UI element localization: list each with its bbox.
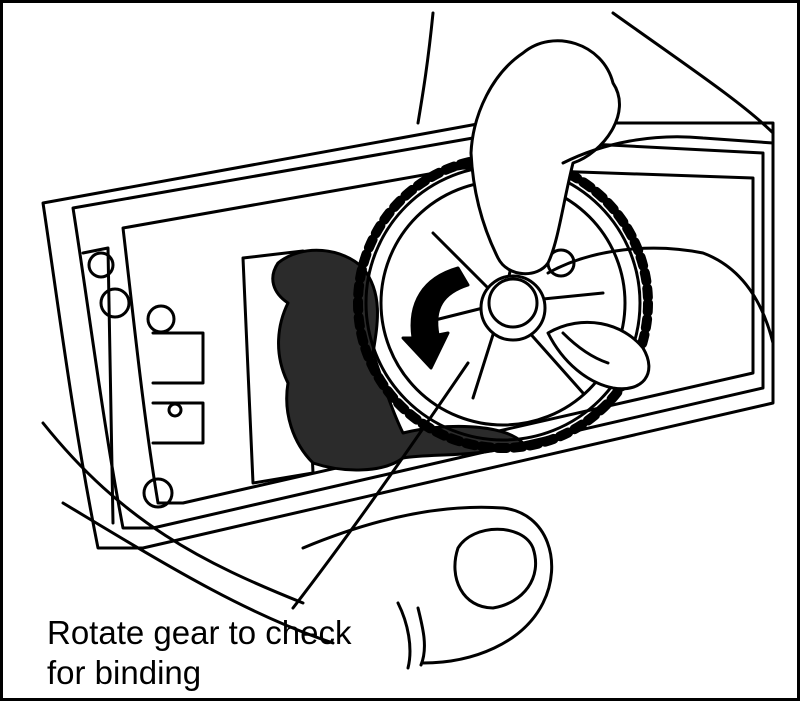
upper-hand bbox=[416, 11, 775, 391]
housing bbox=[41, 121, 775, 550]
caption-line-2: for binding bbox=[47, 654, 202, 691]
caption-line-1: Rotate gear to check bbox=[47, 614, 352, 651]
thumbnail bbox=[453, 527, 538, 610]
leader-line bbox=[291, 361, 470, 610]
screw-hole bbox=[142, 477, 174, 509]
screw-hole bbox=[146, 304, 176, 334]
rotation-arrow-icon bbox=[401, 266, 470, 370]
screw-hole bbox=[167, 402, 183, 418]
lower-hand bbox=[41, 421, 554, 670]
gear-check-illustration bbox=[41, 11, 775, 670]
screw-holes bbox=[87, 251, 183, 509]
screw-hole bbox=[87, 251, 115, 279]
caption: Rotate gear to check for binding bbox=[47, 613, 352, 693]
screw-hole bbox=[99, 287, 131, 319]
